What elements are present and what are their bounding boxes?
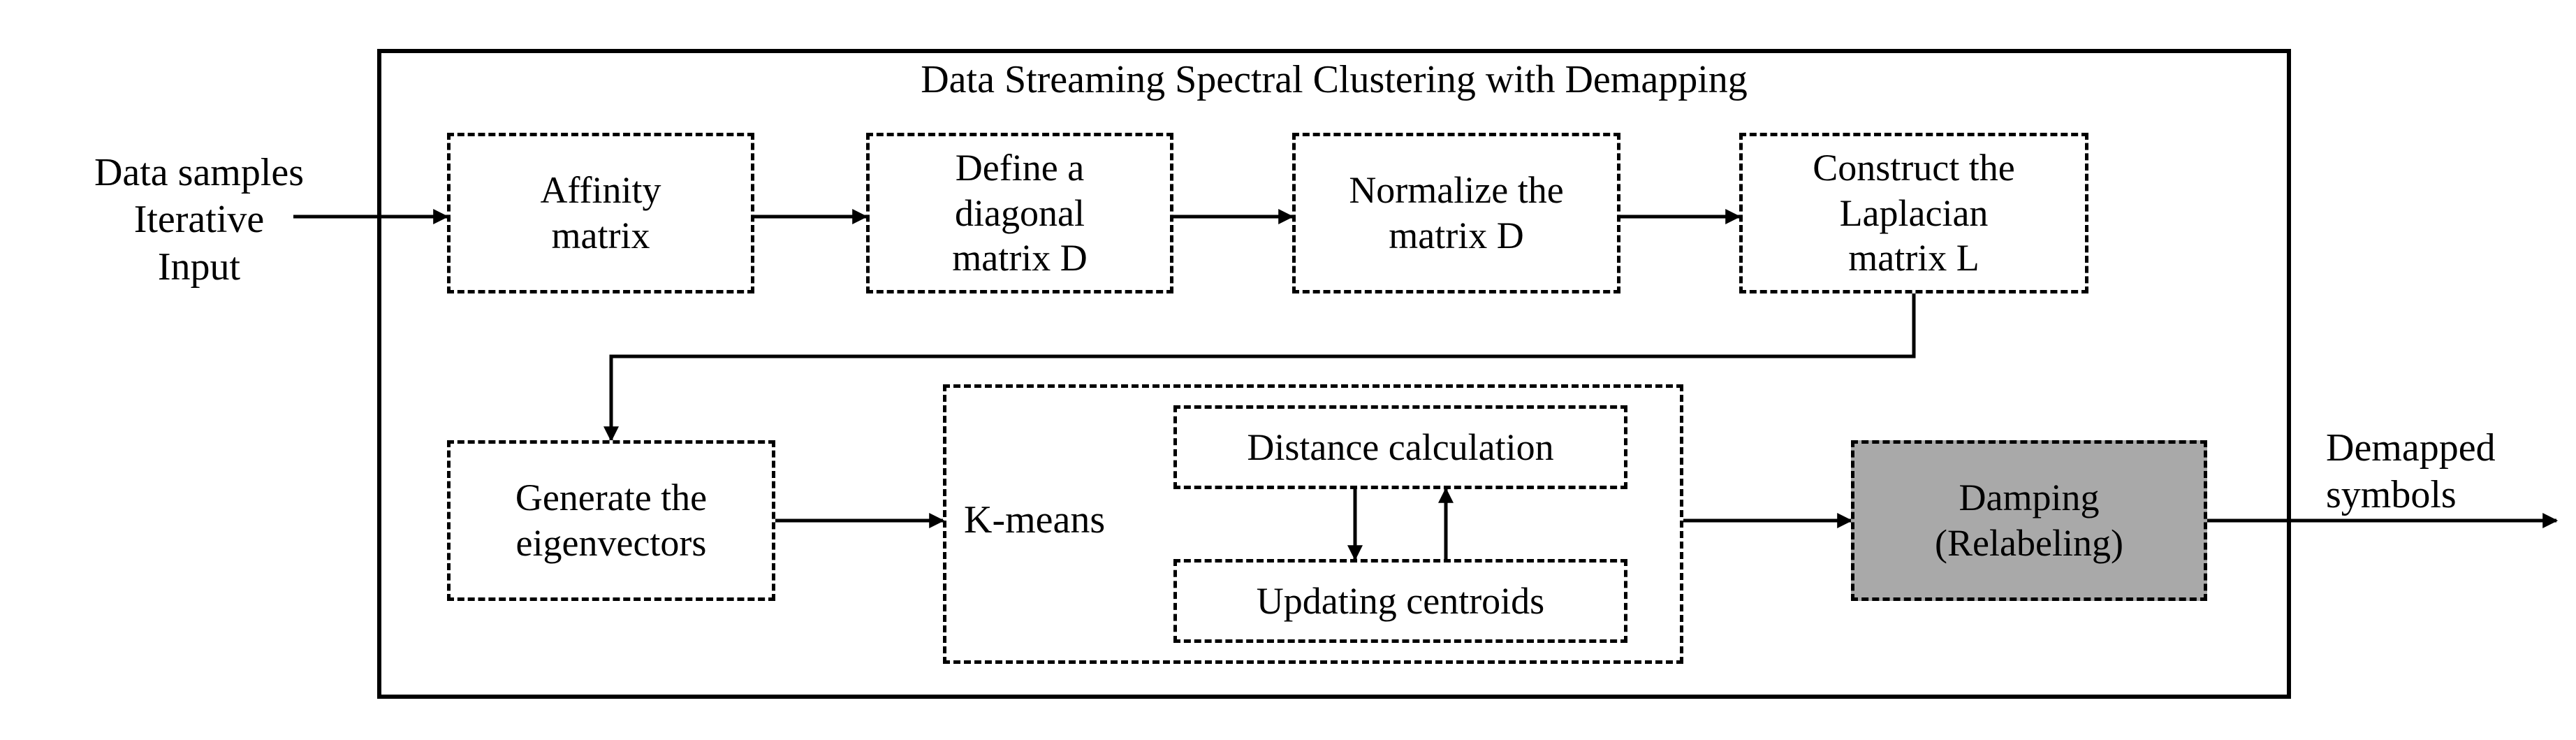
node-damping: Damping (Relabeling)	[1851, 440, 2207, 601]
node-diagonal: Define a diagonal matrix D	[866, 133, 1173, 293]
flowchart-diagram: Data Streaming Spectral Clustering with …	[14, 14, 2576, 726]
node-distance: Distance calculation	[1173, 405, 1627, 489]
node-affinity: Affinity matrix	[447, 133, 754, 293]
node-centroids: Updating centroids	[1173, 559, 1627, 643]
node-normalize: Normalize the matrix D	[1292, 133, 1620, 293]
node-eigen: Generate the eigenvectors	[447, 440, 775, 601]
output-label: Demapped symbols	[2326, 419, 2576, 524]
diagram-title: Data Streaming Spectral Clustering with …	[377, 56, 2291, 105]
input-label: Data samples Iterative Input	[42, 140, 356, 300]
node-laplacian: Construct the Laplacian matrix L	[1739, 133, 2088, 293]
kmeans-label: K-means	[964, 496, 1146, 545]
